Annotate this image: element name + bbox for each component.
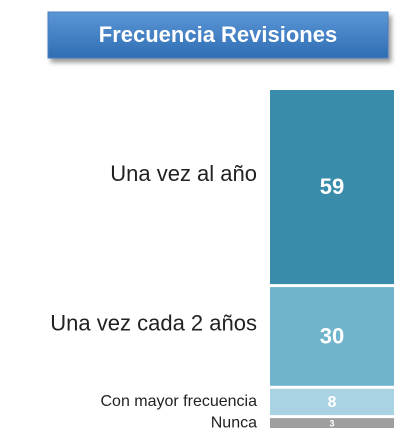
category-label: Una vez cada 2 años bbox=[50, 310, 257, 335]
bar-segment bbox=[270, 287, 394, 386]
value-label: 59 bbox=[320, 174, 344, 199]
chart-title: Frecuencia Revisiones bbox=[99, 22, 337, 47]
bar-segment bbox=[270, 388, 394, 416]
category-label: Nunca bbox=[211, 414, 257, 430]
bar-segment bbox=[270, 90, 394, 285]
category-label: Con mayor frecuencia bbox=[100, 393, 257, 410]
category-label: Una vez al año bbox=[110, 161, 257, 186]
value-label: 3 bbox=[329, 418, 334, 428]
bar-segment bbox=[270, 418, 394, 428]
value-label: 8 bbox=[328, 394, 337, 411]
title-box bbox=[47, 11, 389, 59]
value-label: 30 bbox=[320, 323, 344, 348]
